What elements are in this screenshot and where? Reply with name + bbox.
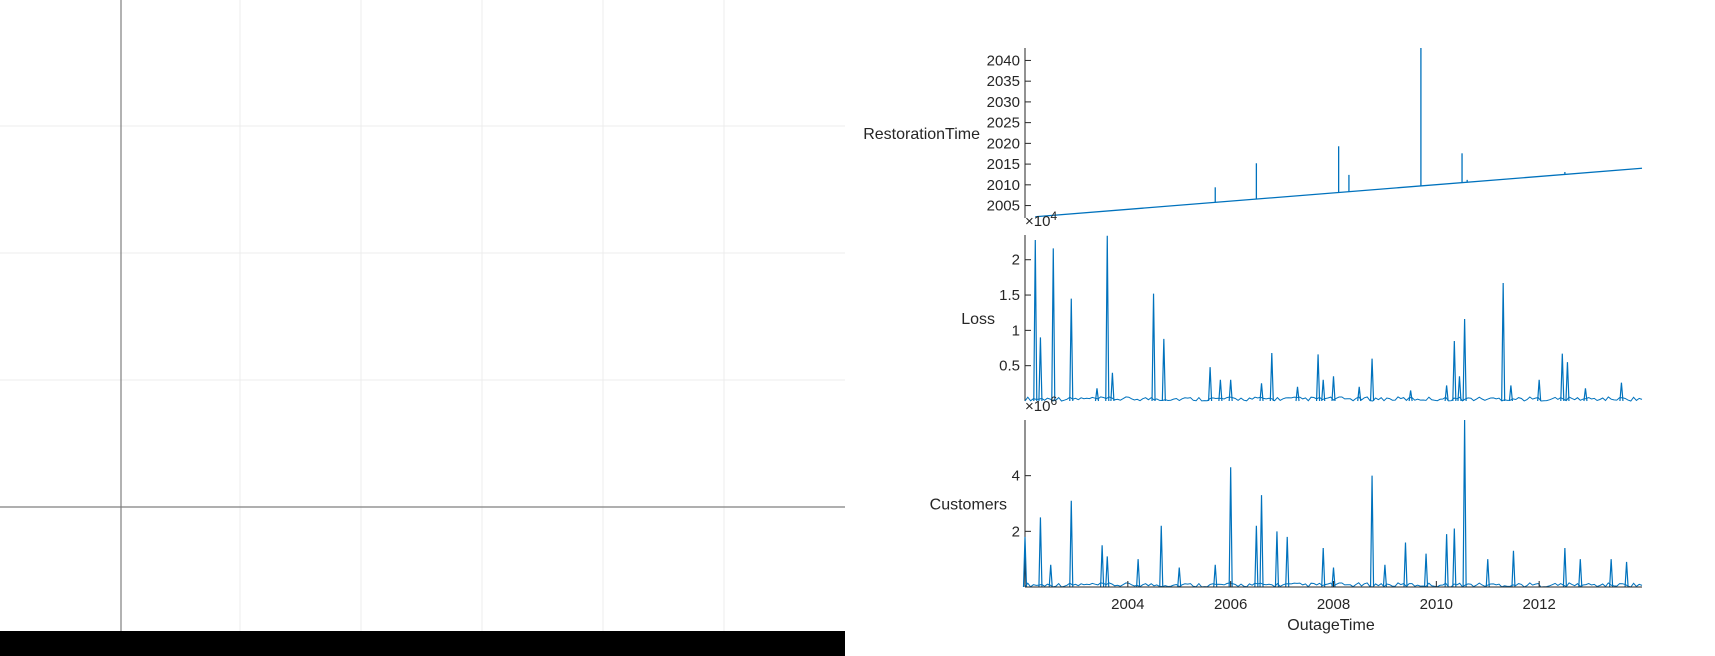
x-tick-label: 2004 [1111,596,1144,613]
series-spike [1369,358,1375,402]
series-spike [1321,548,1326,588]
series-spike [1562,548,1567,588]
y-tick-label: 2035 [987,73,1020,90]
series-spike [1269,352,1274,402]
series-spike [1583,388,1588,402]
series-spike [1051,248,1056,402]
series-spike [1259,495,1264,588]
series-spike [1444,534,1449,588]
series-spike [1357,386,1362,402]
series-spike [1321,379,1326,402]
series-spike [1033,239,1038,402]
series-spike [1105,556,1110,588]
y-tick-label: 2010 [987,177,1020,194]
series-spike [1022,536,1028,588]
series-spike [1501,283,1506,402]
series-spike [1331,567,1336,588]
y-tick-label: 2005 [987,198,1020,215]
series-spike [1537,379,1542,402]
x-tick-label: 2010 [1420,596,1453,613]
series-spike [1462,319,1467,402]
series-spike [1452,340,1457,402]
y-tick-label: 0.5 [999,358,1020,375]
panel-customers: 2 4 ×106 Customers [930,394,1643,588]
series-spike [1457,376,1462,402]
series-spike [1462,419,1467,588]
series-spike [1369,475,1375,588]
series-spike [1560,353,1565,402]
panel-label: Loss [961,311,995,328]
panel-label: RestorationTime [863,126,980,143]
series-baseline [1024,396,1643,402]
series-spike [1069,298,1074,402]
series-spike [1565,362,1570,402]
series-spike [1213,564,1218,588]
series-spike [1511,550,1516,588]
y-exponent: ×104 [1025,209,1057,230]
y-tick-label: 2025 [987,115,1020,132]
panel-restoration-time: 2005 2010 2015 2020 2025 2030 2035 2040 Restorat… [863,48,1643,218]
y-tick-label: 2 [1012,523,1020,540]
series-spike [1331,376,1336,402]
series-spike [1208,367,1213,402]
series-spike [1403,542,1408,588]
y-tick-label: 2040 [987,52,1020,69]
y-exponent: ×106 [1025,394,1057,415]
x-tick-label: 2008 [1317,596,1350,613]
series-spike [1619,382,1624,402]
series-spike [1151,293,1156,402]
panel-loss: 0.5 1 1.5 2 ×104 Loss [961,209,1643,402]
series-spike [1136,559,1141,588]
series-spike [1038,337,1043,402]
y-tick-label: 2 [1012,252,1020,269]
series-spike [1161,338,1166,402]
series-spike [1408,390,1413,402]
series-spike [1485,559,1490,588]
y-tick-label: 1.5 [999,287,1020,304]
series-spike [1609,559,1614,588]
x-tick-label: 2006 [1214,596,1247,613]
y-tick-label: 2030 [987,94,1020,111]
blank-axes-panel [0,0,845,631]
series-spike [1295,386,1300,402]
series-spike [1578,559,1583,588]
series-spike [1105,235,1110,402]
series-spike [1254,525,1259,588]
x-axis-label: OutageTime [1287,617,1375,634]
series-spike [1228,379,1233,402]
y-tick-label: 1 [1012,322,1020,339]
y-tick-label: 2015 [987,156,1020,173]
panel-label: Customers [930,497,1007,514]
series-spike [1228,467,1233,588]
y-tick-label: 4 [1012,468,1020,485]
series-spike [1444,385,1449,402]
series-spike [1382,564,1388,588]
series-spike [1218,379,1223,402]
series-spike [1100,545,1105,588]
series-spike [1624,561,1629,588]
series-spike [1423,553,1429,588]
series-spike [1048,564,1053,588]
blank-grid [0,0,845,631]
series-spike [1285,536,1290,588]
x-axis: 2004 2006 2008 2010 2012 [1025,581,1642,613]
series-spike [1508,385,1513,402]
series-spike [1259,383,1264,402]
series-spike [1069,500,1074,588]
series-spike [1177,567,1182,588]
series-spike [1159,525,1164,588]
series-spike [1094,388,1100,402]
series-spike [1274,531,1280,588]
series-spike [1038,517,1043,588]
bottom-bar [0,631,845,656]
x-tick-label: 2012 [1522,596,1555,613]
series-spike [1452,528,1457,588]
series-spike [1315,354,1321,402]
series-spike [1110,372,1115,402]
y-tick-label: 2020 [987,135,1020,152]
